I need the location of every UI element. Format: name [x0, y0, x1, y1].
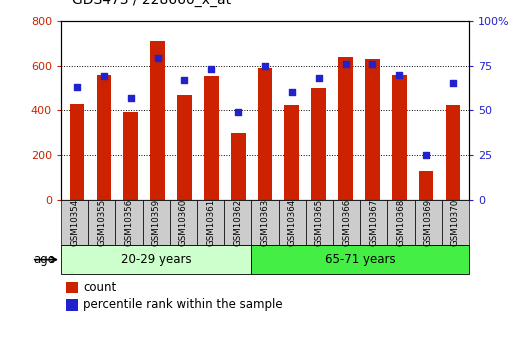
Text: 20-29 years: 20-29 years	[121, 253, 191, 266]
Text: GSM10364: GSM10364	[288, 199, 297, 246]
Point	[100, 73, 108, 79]
Bar	[392, 75, 407, 200]
Point	[314, 75, 323, 81]
Point	[180, 77, 189, 83]
Text: GSM10360: GSM10360	[179, 199, 188, 246]
Text: count: count	[83, 281, 117, 294]
Point	[341, 61, 350, 67]
Bar	[231, 133, 245, 200]
Bar	[446, 105, 461, 200]
Text: 65-71 years: 65-71 years	[325, 253, 395, 266]
Point	[153, 56, 162, 61]
Point	[395, 72, 403, 77]
Point	[422, 152, 430, 158]
Bar	[311, 88, 326, 200]
Text: GSM10362: GSM10362	[233, 199, 242, 246]
Text: GSM10356: GSM10356	[125, 199, 134, 246]
Bar	[123, 111, 138, 200]
Text: GSM10369: GSM10369	[424, 199, 432, 246]
Bar	[419, 171, 434, 200]
Point	[449, 81, 457, 86]
Text: GSM10363: GSM10363	[261, 199, 269, 246]
Text: GDS473 / 228660_x_at: GDS473 / 228660_x_at	[72, 0, 231, 7]
Bar	[258, 68, 272, 200]
Text: GSM10354: GSM10354	[70, 199, 79, 246]
Point	[127, 95, 135, 101]
Bar	[338, 57, 353, 200]
Point	[288, 90, 296, 95]
Text: GSM10368: GSM10368	[396, 199, 405, 246]
Bar	[96, 75, 111, 200]
Bar	[69, 104, 84, 200]
Point	[207, 66, 216, 72]
Text: GSM10359: GSM10359	[152, 199, 161, 246]
Text: GSM10370: GSM10370	[451, 199, 460, 246]
Bar	[285, 105, 299, 200]
Point	[368, 61, 377, 67]
Text: GSM10367: GSM10367	[369, 199, 378, 246]
Text: GSM10365: GSM10365	[315, 199, 324, 246]
Point	[234, 109, 242, 115]
Text: GSM10361: GSM10361	[206, 199, 215, 246]
Text: GSM10355: GSM10355	[98, 199, 106, 246]
Text: GSM10366: GSM10366	[342, 199, 351, 246]
Text: age: age	[33, 253, 56, 266]
Point	[73, 84, 81, 90]
Bar	[177, 95, 192, 200]
Bar	[204, 76, 219, 200]
Bar	[150, 41, 165, 200]
Point	[261, 63, 269, 68]
Bar	[365, 59, 380, 200]
Text: percentile rank within the sample: percentile rank within the sample	[83, 298, 283, 311]
